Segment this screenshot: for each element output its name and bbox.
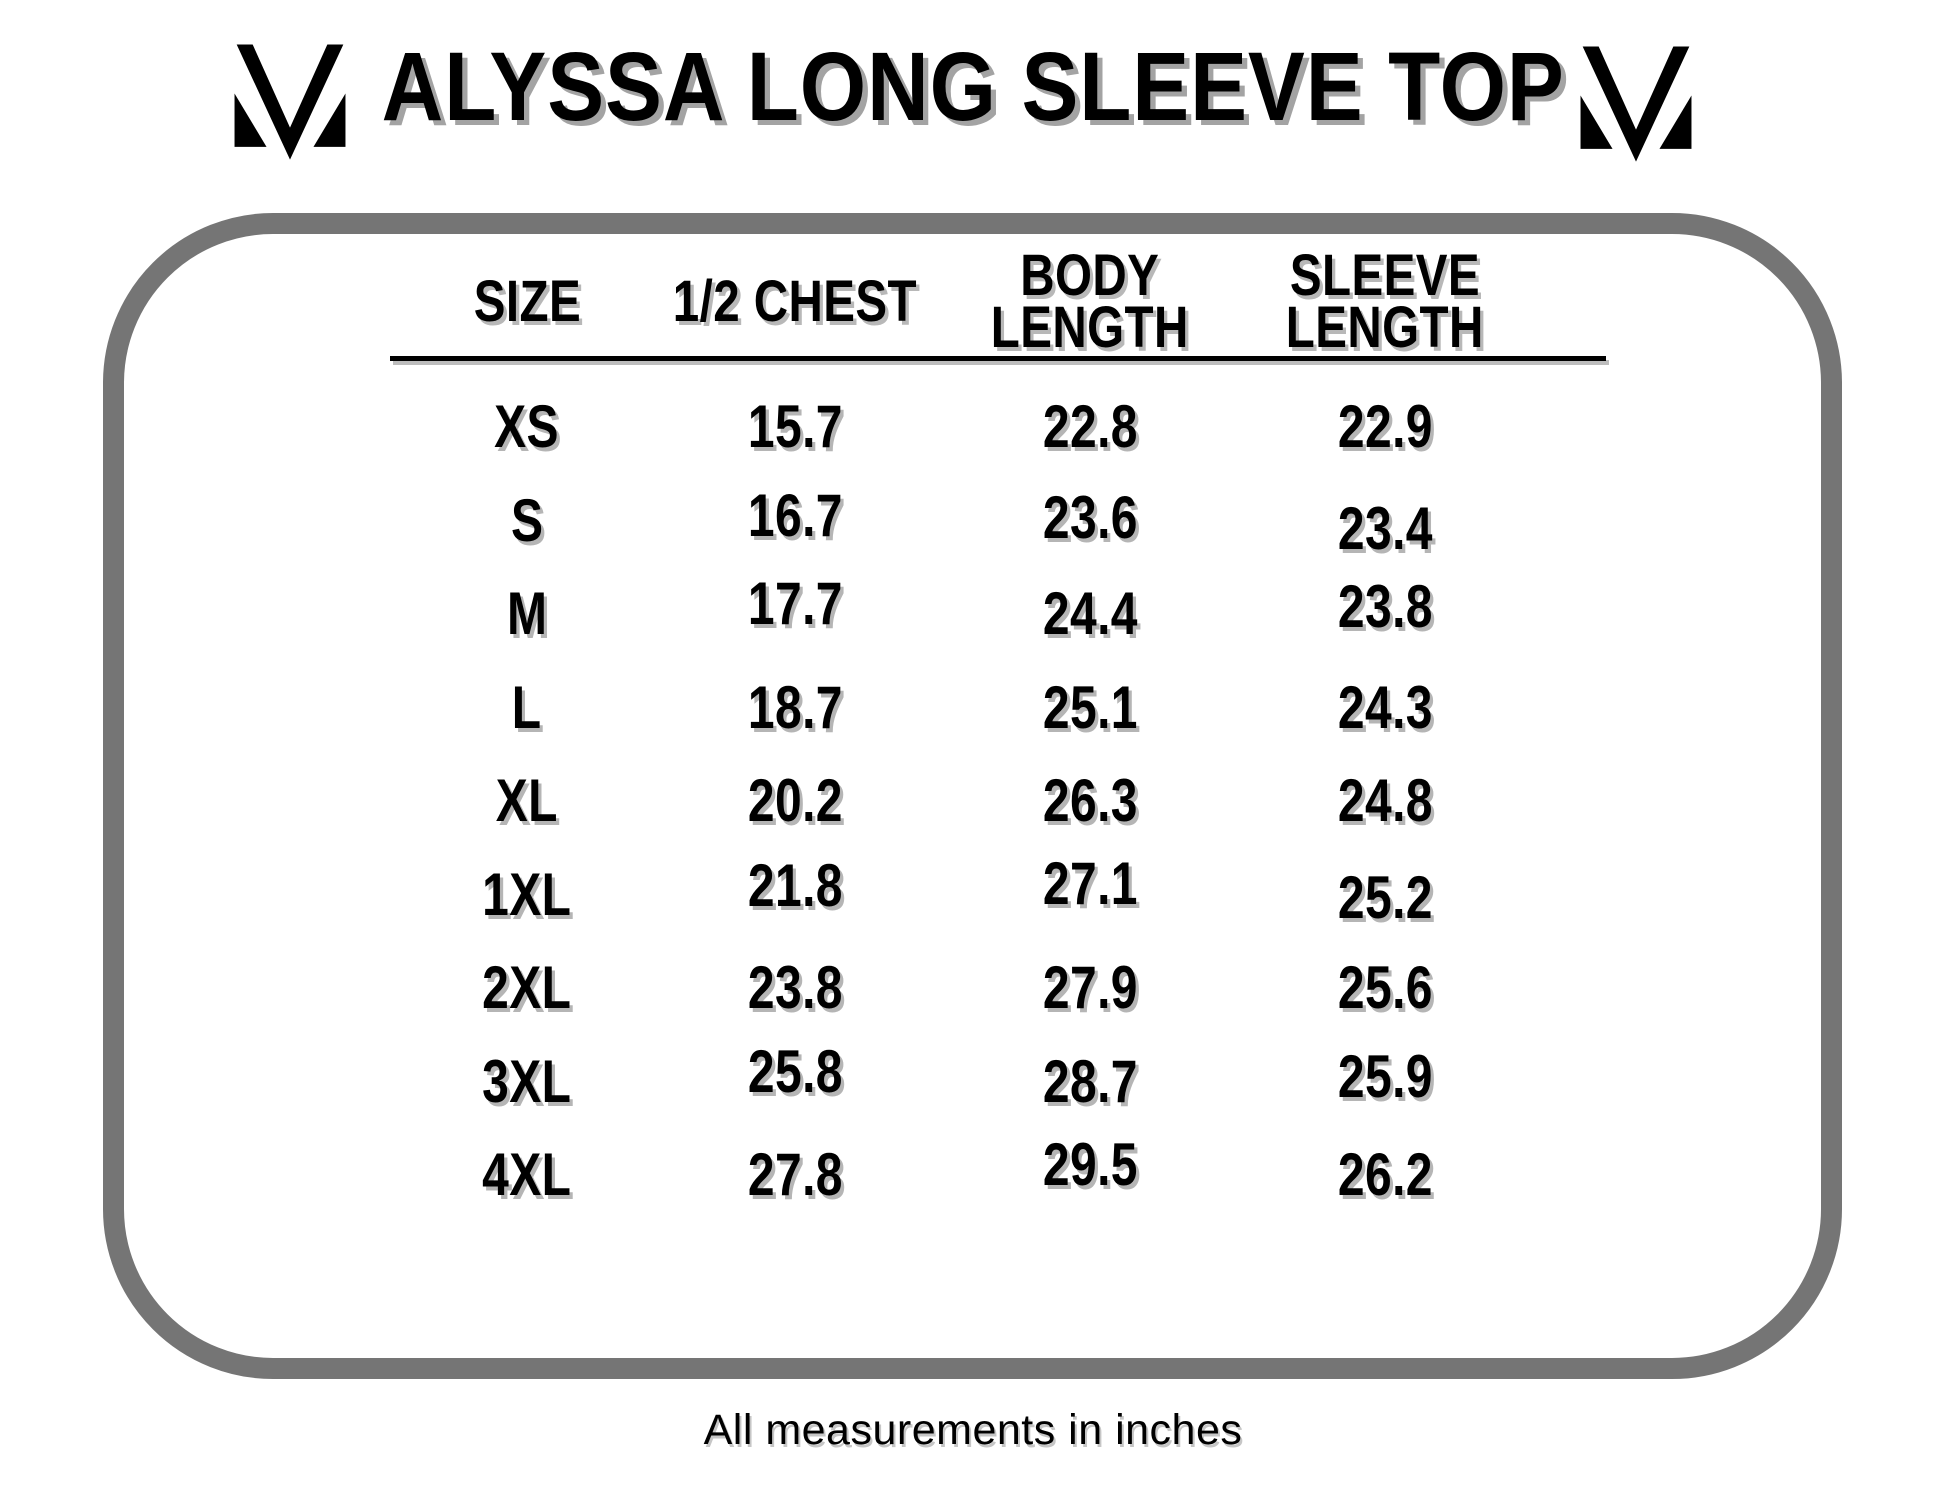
sleeve-length-cell: 23.8 (1337, 573, 1433, 641)
body-length-cell: 26.3 (1042, 767, 1138, 835)
column-header-sleeve-length: SLEEVE LENGTH (1286, 243, 1484, 360)
column-sleeve-length-cells: 22.9 23.4 23.8 24.3 24.8 25.2 25.6 25.9 … (1185, 380, 1585, 1222)
sleeve-length-cell: 25.2 (1337, 863, 1433, 931)
sleeve-length-cell: 22.9 (1337, 393, 1433, 461)
size-cell: 1XL (482, 860, 572, 928)
body-length-cell: 22.8 (1042, 393, 1138, 461)
column-header-size: SIZE (473, 269, 581, 334)
chest-cell: 20.2 (747, 767, 843, 835)
column-sleeve-length: SLEEVE LENGTH 22.9 23.4 23.8 24.3 24.8 2… (1185, 243, 1585, 1222)
column-body-length-cells: 22.8 23.6 24.4 25.1 26.3 27.1 27.9 28.7 … (890, 380, 1290, 1222)
body-length-cell: 29.5 (1042, 1131, 1138, 1199)
column-half-chest-cells: 15.7 16.7 17.7 18.7 20.2 21.8 23.8 25.8 … (595, 380, 995, 1222)
mv-monogram-logo-icon (226, 40, 354, 162)
size-cell: XS (494, 393, 560, 461)
measurements-note: All measurements in inches (703, 1406, 1243, 1454)
chest-cell: 27.8 (747, 1141, 843, 1209)
size-cell: L (512, 673, 542, 741)
chest-cell: 21.8 (747, 851, 843, 919)
column-body-length: BODY LENGTH 22.8 23.6 24.4 25.1 26.3 27.… (890, 243, 1290, 1222)
sleeve-length-cell: 24.3 (1337, 673, 1433, 741)
body-length-cell: 27.1 (1042, 849, 1138, 917)
body-length-cell: 27.9 (1042, 954, 1138, 1022)
sleeve-length-cell: 25.9 (1337, 1042, 1433, 1110)
size-cell: M (506, 580, 548, 648)
sleeve-length-cell: 23.4 (1337, 494, 1433, 562)
chart-frame (103, 213, 1842, 1379)
mv-monogram-logo-icon (1572, 42, 1700, 164)
column-header-body-length: BODY LENGTH (991, 243, 1189, 360)
column-size-cells: XS S M L XL 1XL 2XL 3XL 4XL (327, 380, 727, 1222)
chest-cell: 23.8 (747, 954, 843, 1022)
size-cell: 3XL (482, 1047, 572, 1115)
body-length-cell: 28.7 (1042, 1047, 1138, 1115)
page-title-text: ALYSSA LONG SLEEVE TOP (381, 32, 1565, 141)
body-length-cell: 23.6 (1042, 483, 1138, 551)
body-length-cell: 25.1 (1042, 673, 1138, 741)
chest-cell: 16.7 (747, 481, 843, 549)
size-cell: 4XL (482, 1141, 572, 1209)
chest-cell: 15.7 (747, 393, 843, 461)
sleeve-length-cell: 25.6 (1337, 954, 1433, 1022)
size-cell: XL (495, 767, 559, 835)
size-cell: 2XL (482, 954, 572, 1022)
table-header-rule (390, 356, 1606, 361)
sleeve-length-cell: 26.2 (1337, 1141, 1433, 1209)
column-half-chest: 1/2 CHEST 15.7 16.7 17.7 18.7 20.2 21.8 … (595, 250, 995, 1222)
chest-cell: 25.8 (747, 1037, 843, 1105)
chest-cell: 17.7 (747, 570, 843, 638)
chest-cell: 18.7 (747, 673, 843, 741)
column-header-half-chest: 1/2 CHEST (672, 269, 918, 334)
sleeve-length-cell: 24.8 (1337, 767, 1433, 835)
size-cell: S (510, 486, 544, 554)
page-title: ALYSSA LONG SLEEVE TOP (0, 26, 1946, 147)
body-length-cell: 24.4 (1042, 580, 1138, 648)
column-size: SIZE XS S M L XL 1XL 2XL 3XL 4XL (327, 250, 727, 1222)
